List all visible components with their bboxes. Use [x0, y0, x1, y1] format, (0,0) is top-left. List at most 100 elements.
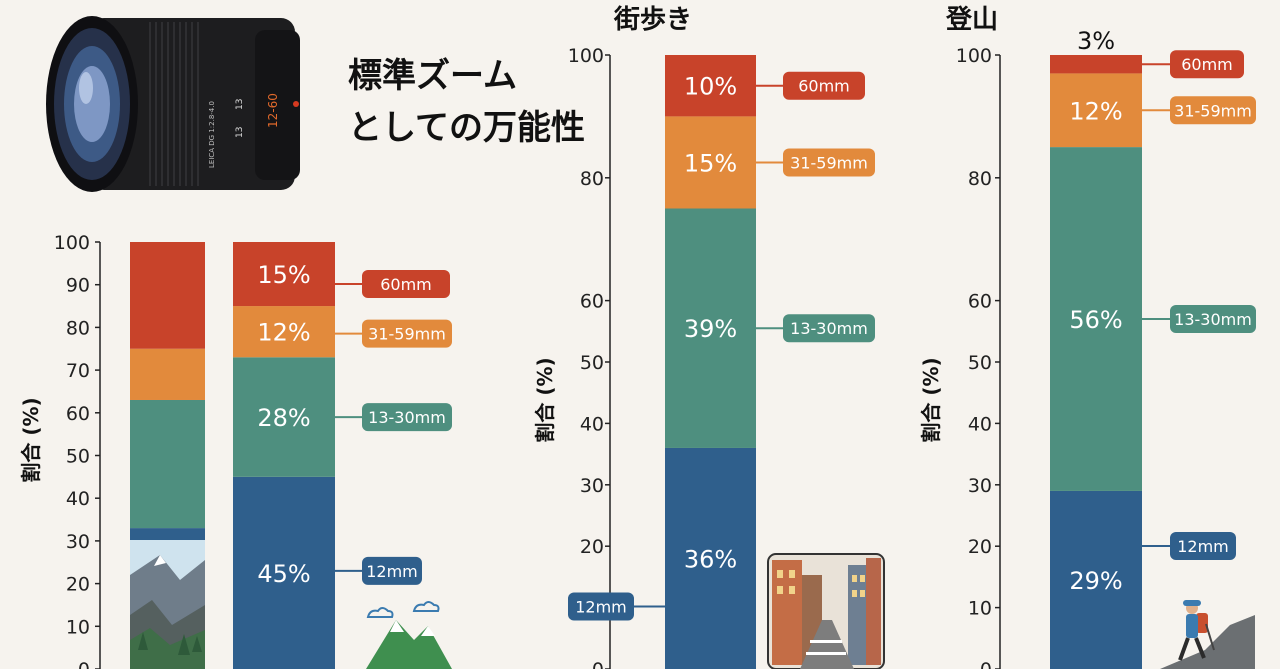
legend-label: 60mm: [798, 77, 850, 96]
bar-segment-1330mm: [233, 357, 335, 477]
legend-tag: [362, 270, 450, 299]
y-tick-label: 10: [968, 598, 992, 620]
y-tick-label: 60: [968, 291, 992, 313]
bar-segment-1330mm: [665, 208, 756, 448]
y-tick-label: 40: [66, 488, 90, 510]
y-tick-label: 40: [968, 413, 992, 435]
bar-segment-12mm: [665, 447, 756, 669]
lens-engraving: LEICA DG 1:2.8-4.0: [208, 101, 216, 168]
legend-label: 60mm: [1181, 55, 1233, 74]
legend-tag: [362, 556, 422, 585]
chart-mountain: 0 10 20 30 40 50 60 80 100 割合 (%) 29% 56% 12% 3% 12mm 1…: [919, 27, 1256, 669]
legend-label: 31-59mm: [1174, 101, 1252, 120]
y-tick-label: 60: [66, 403, 90, 425]
bar-segment-60mm: [665, 55, 756, 117]
y-tick-label: 30: [968, 475, 992, 497]
legend-label: 12mm: [366, 562, 418, 581]
camera-lens-illustration: LEICA DG 1:2.8-4.0 12-60 13 13: [46, 16, 300, 192]
y-tick-label: 100: [956, 45, 992, 67]
legend-tag: [783, 148, 875, 177]
bar-segment-12mm: [233, 476, 335, 669]
y-tick-label: 30: [66, 531, 90, 553]
legend-tag: [1170, 50, 1244, 79]
legend-label: 31-59mm: [368, 325, 446, 344]
legend-tag: [568, 592, 634, 621]
hiker-illustration: [1160, 600, 1255, 669]
legend-label: 13-30mm: [790, 319, 868, 338]
chart-title-street: 街歩き: [614, 5, 693, 35]
y-tick-label: 70: [66, 360, 90, 382]
bar-segment-60mm: [130, 242, 205, 349]
cloud-icon: [366, 601, 440, 618]
bar-value-label: 12%: [1069, 97, 1122, 125]
y-tick-label: 20: [66, 574, 90, 596]
bar-value-label: 3%: [1077, 27, 1115, 55]
bar-segment-60mm: [233, 242, 335, 307]
y-tick-label: 0: [980, 659, 992, 669]
bar-segment-3159mm: [233, 306, 335, 358]
y-tick-label: 20: [580, 536, 604, 558]
bar-value-label: 36%: [684, 545, 737, 573]
mountain-landscape-illustration: [130, 540, 205, 669]
bar-segment-3159mm: [665, 116, 756, 209]
legend-tag: [1170, 96, 1256, 125]
y-tick-label: 80: [66, 317, 90, 339]
y-tick-label: 50: [968, 352, 992, 374]
y-tick-label: 60: [580, 291, 604, 313]
bar-value-label: 39%: [684, 315, 737, 343]
chart-title-mountain: 登山: [946, 5, 999, 35]
y-tick-label: 10: [66, 616, 90, 638]
bar-segment-3159mm: [130, 348, 205, 400]
legend-tag: [783, 314, 875, 343]
y-axis-label: 割合 (%): [919, 357, 943, 442]
legend-label: 13-30mm: [1174, 310, 1252, 329]
y-tick-label: 40: [580, 413, 604, 435]
heading-line-2: としての万能性: [348, 108, 585, 148]
bar-value-label: 15%: [257, 261, 310, 289]
bar-value-label: 29%: [1069, 567, 1122, 595]
y-tick-label: 0: [78, 659, 90, 669]
legend-label: 31-59mm: [790, 153, 868, 172]
lens-focal-label: 12-60: [266, 93, 280, 128]
legend-tag: [783, 71, 865, 100]
lens-scale-mark-1: 13: [235, 99, 245, 110]
city-street-illustration: [767, 553, 885, 669]
y-axis-label: 割合 (%): [533, 357, 557, 442]
y-tick-label: 100: [54, 232, 90, 254]
legend-label: 13-30mm: [368, 408, 446, 427]
bar-segment-1330mm: [130, 399, 205, 529]
legend-tag: [362, 403, 452, 432]
bar-value-label: 45%: [257, 560, 310, 588]
y-tick-label: 80: [968, 168, 992, 190]
y-tick-label: 20: [968, 536, 992, 558]
legend-label: 12mm: [575, 597, 627, 616]
legend-tag: [1170, 531, 1236, 560]
y-tick-label: 80: [580, 168, 604, 190]
bar-value-label: 12%: [257, 319, 310, 347]
lens-red-dot: [293, 101, 299, 107]
legend-tag: [1170, 305, 1256, 334]
bar-value-label: 28%: [257, 404, 310, 432]
legend-label: 60mm: [380, 275, 432, 294]
y-tick-label: 30: [580, 475, 604, 497]
bar-value-label: 56%: [1069, 306, 1122, 334]
small-peaks-icon: [366, 601, 452, 669]
y-tick-label: 90: [66, 275, 90, 297]
bar-segment-3159mm: [1050, 73, 1142, 148]
bar-value-label: 15%: [684, 149, 737, 177]
chart-street: 010203040506080100割合 (%)36%39%15%10%12mm…: [533, 45, 875, 669]
bar-segment-1330mm: [1050, 147, 1142, 491]
y-tick-label: 50: [580, 352, 604, 374]
heading-line-1: 標準ズーム: [348, 56, 517, 96]
legend-tag: [362, 319, 452, 348]
lens-scale-mark-2: 13: [235, 127, 245, 138]
y-tick-label: 100: [568, 45, 604, 67]
y-tick-label: 0: [592, 659, 604, 669]
chart-overall: 0 10 20 30 40 50 60 70 80 90 100 割合 (%) 45% 28% 12% 15%…: [19, 232, 452, 669]
bar-value-label: 10%: [684, 73, 737, 101]
legend-label: 12mm: [1177, 537, 1229, 556]
bar-segment-60mm: [1050, 55, 1142, 74]
bar-segment-12mm: [1050, 490, 1142, 669]
y-tick-label: 50: [66, 446, 90, 468]
